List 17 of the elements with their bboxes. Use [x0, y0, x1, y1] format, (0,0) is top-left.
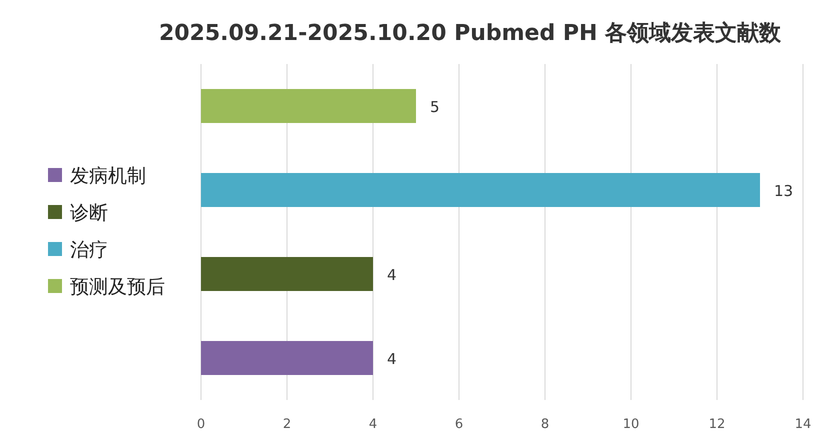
- legend-label: 预测及预后: [70, 276, 165, 298]
- x-tick-label: 0: [196, 417, 206, 432]
- data-label: 5: [430, 98, 440, 116]
- legend-label: 治疗: [70, 239, 108, 261]
- x-tick-label: 4: [368, 417, 378, 432]
- x-tick-label: 2: [282, 417, 292, 432]
- legend-label: 发病机制: [70, 165, 146, 187]
- x-tick-label: 6: [454, 417, 464, 432]
- x-tick-label: 12: [708, 417, 726, 432]
- x-tick-label: 10: [622, 417, 640, 432]
- data-label: 13: [774, 182, 794, 200]
- x-tick-label: 14: [794, 417, 812, 432]
- data-label: 4: [387, 266, 397, 284]
- data-label: 4: [387, 350, 397, 368]
- chart-title: 2025.09.21-2025.10.20 Pubmed PH 各领域发表文献数: [158, 20, 782, 46]
- legend-label: 诊断: [70, 202, 108, 224]
- x-tick-label: 8: [540, 417, 550, 432]
